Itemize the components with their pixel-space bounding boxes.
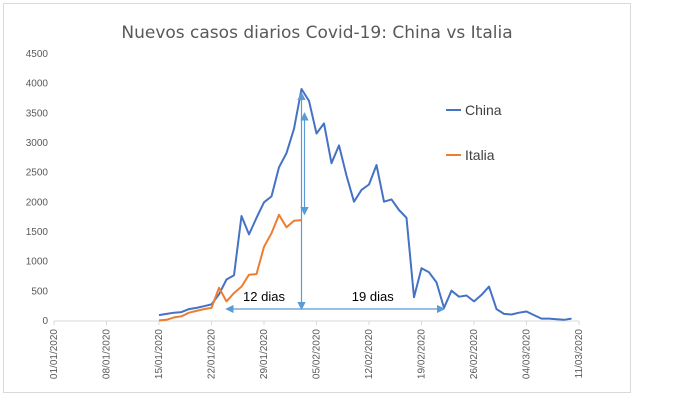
y-tick-label: 500 xyxy=(31,286,48,297)
y-tick-label: 1500 xyxy=(26,227,49,238)
legend-label-china: China xyxy=(465,102,502,118)
x-tick-label: 29/01/2020 xyxy=(259,329,270,379)
series-layer xyxy=(158,88,572,322)
y-tick-label: 3000 xyxy=(26,138,49,149)
x-tick-label: 05/02/2020 xyxy=(312,329,323,379)
x-tick-label: 11/03/2020 xyxy=(574,329,585,379)
x-tick-label: 19/02/2020 xyxy=(417,329,428,379)
y-tick-label: 1000 xyxy=(26,257,49,268)
y-tick-label: 3500 xyxy=(26,108,49,119)
chart-title: Nuevos casos diarios Covid-19: China vs … xyxy=(121,23,512,43)
legend-label-italia: Italia xyxy=(465,147,495,163)
chart-frame: Nuevos casos diarios Covid-19: China vs … xyxy=(3,3,631,393)
annotation-19-dias: 19 dias xyxy=(352,289,394,304)
y-tick-label: 2500 xyxy=(26,168,49,179)
x-tick-label: 08/01/2020 xyxy=(102,329,113,379)
x-tick-label: 15/01/2020 xyxy=(154,329,165,379)
annotation-layer: 12 dias 19 dias xyxy=(225,91,446,314)
legend: China Italia xyxy=(446,102,502,163)
line-chart: Nuevos casos diarios Covid-19: China vs … xyxy=(26,23,585,379)
x-axis: 01/01/2020 08/01/2020 15/01/2020 22/01/2020… xyxy=(49,321,585,379)
series-line-italia xyxy=(158,213,302,322)
x-tick-label: 01/01/2020 xyxy=(49,329,60,379)
y-tick-label: 2000 xyxy=(26,197,49,208)
x-tick-label: 22/01/2020 xyxy=(207,329,218,379)
annotation-12-dias: 12 dias xyxy=(243,289,285,304)
y-tick-label: 4000 xyxy=(26,79,49,90)
y-tick-label: 0 xyxy=(42,316,48,327)
series-line-china xyxy=(158,88,572,321)
y-tick-label: 4500 xyxy=(26,49,49,60)
y-axis: 0 500 1000 1500 2000 2500 3000 3500 4000 4500 xyxy=(26,49,49,327)
x-tick-label: 26/02/2020 xyxy=(469,329,480,379)
x-tick-label: 12/02/2020 xyxy=(364,329,375,379)
x-tick-label: 04/03/2020 xyxy=(522,329,533,379)
